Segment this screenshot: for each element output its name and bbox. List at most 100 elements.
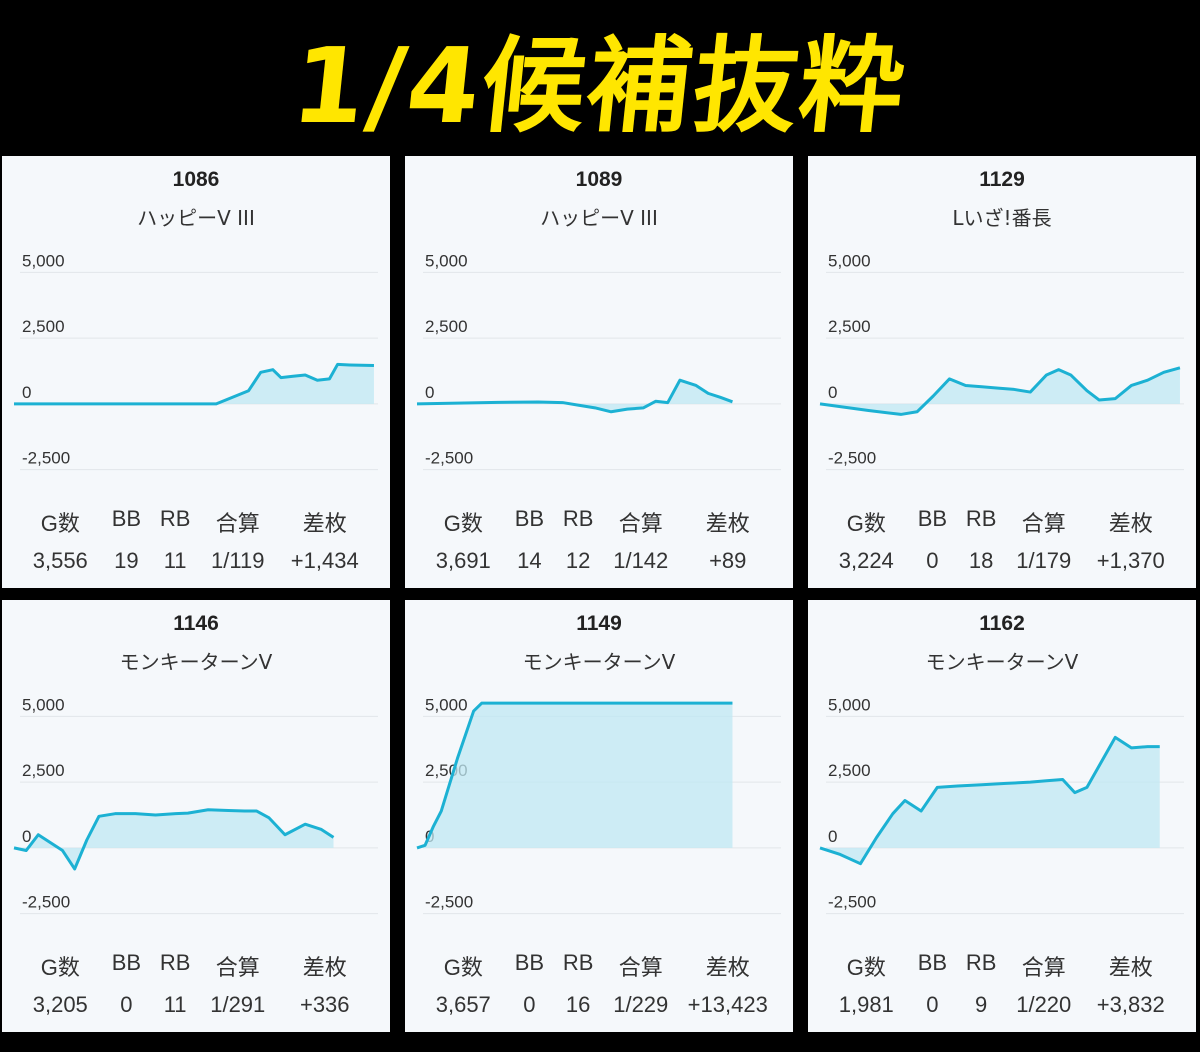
series-line (14, 362, 374, 406)
stats-header: RB (562, 950, 594, 975)
stats-header: BB (111, 506, 142, 531)
y-tick-label: 2,500 (22, 317, 65, 336)
machine-number: 1149 (576, 612, 622, 635)
y-tick-label: 0 (425, 383, 434, 402)
machine-number: 1086 (172, 168, 220, 191)
stats-header: BB (111, 950, 142, 975)
stats-header-row: G数 BB RB 合算 差枚 (828, 506, 1176, 538)
machine-name: モンキーターンV (119, 650, 273, 674)
stats-header: 合算 (215, 511, 260, 536)
stats-header: G数 (846, 511, 886, 536)
stats-value: 16 (565, 992, 591, 1017)
stats-header-row: G数 BB RB 合算 差枚 (425, 506, 773, 538)
stats-value: 11 (163, 992, 187, 1017)
series-area (820, 367, 1180, 415)
stats-header: 合算 (1021, 955, 1066, 980)
stats-value: 0 (120, 992, 133, 1017)
stats-value: 18 (968, 548, 994, 573)
y-tick-label: 0 (22, 827, 31, 846)
stats-value: 1/220 (1016, 992, 1072, 1017)
stats-value: +1,370 (1096, 548, 1165, 573)
stats-value: 12 (565, 548, 591, 573)
stats-header: RB (159, 506, 191, 531)
stats-header: 差枚 (1108, 955, 1153, 980)
y-tick-label: 5,000 (22, 695, 65, 714)
stats-header: BB (917, 950, 948, 975)
stats-header: 差枚 (302, 955, 347, 980)
stats-header: BB (514, 950, 545, 975)
machine-card: 1146 モンキーターンV 5,000 2,500 0 -2,500 G数 BB RB 合算 差枚 3… (2, 600, 390, 1032)
stats-value: 9 (974, 992, 988, 1017)
machine-name: モンキーターンV (522, 650, 676, 674)
stats-value-row: 3,657 0 16 1/229 +13,423 (425, 992, 773, 1018)
banner: 1/4候補抜粋 (0, 0, 1200, 152)
stats-table: G数 BB RB 合算 差枚 3,205 0 11 1/291 +336 (22, 950, 370, 1018)
series-area (14, 809, 334, 869)
machine-card: 1086 ハッピーV III 5,000 2,500 0 -2,500 G数 BB RB 合算 差枚… (2, 156, 390, 588)
stats-value: 14 (517, 548, 542, 573)
stats-value: +1,434 (290, 548, 359, 573)
stats-header-row: G数 BB RB 合算 差枚 (22, 950, 370, 982)
stats-value: +336 (299, 992, 350, 1017)
y-tick-label: 0 (22, 383, 31, 402)
stats-value: 1/291 (210, 992, 266, 1017)
stats-value-row: 3,205 0 11 1/291 +336 (22, 992, 370, 1018)
stats-value: 3,657 (435, 992, 491, 1017)
series-line (819, 366, 1181, 416)
y-tick-label: -2,500 (425, 893, 473, 912)
series-area (820, 737, 1160, 864)
stats-table: G数 BB RB 合算 差枚 3,691 14 12 1/142 +89 (425, 506, 773, 574)
stats-value: 1/119 (211, 548, 265, 573)
stats-header: 差枚 (302, 511, 347, 536)
stats-value: 0 (926, 992, 939, 1017)
stats-value: 0 (523, 992, 536, 1017)
y-tick-label: 5,000 (22, 251, 65, 270)
machine-number: 1162 (979, 612, 1025, 635)
stats-value: 1/142 (613, 548, 669, 573)
stats-header: 差枚 (705, 511, 750, 536)
machine-card: 1162 モンキーターンV 5,000 2,500 0 -2,500 G数 BB RB 合算 差枚 1… (808, 600, 1196, 1032)
series-line (819, 735, 1160, 866)
stats-header: G数 (40, 511, 80, 536)
banner-title: 1/4候補抜粋 (286, 24, 912, 147)
stats-value: 3,556 (32, 548, 88, 573)
stats-table: G数 BB RB 合算 差枚 3,657 0 16 1/229 +13,423 (425, 950, 773, 1018)
stats-header: G数 (846, 955, 886, 980)
stats-value-row: 3,556 19 11 1/119 +1,434 (22, 548, 370, 574)
stats-header: 合算 (618, 955, 663, 980)
y-tick-label: -2,500 (425, 449, 473, 468)
stats-value: 1/229 (613, 992, 669, 1017)
machine-card: 1089 ハッピーV III 5,000 2,500 0 -2,500 G数 BB RB 合算 差枚… (405, 156, 793, 588)
stats-header: RB (965, 506, 997, 531)
y-tick-label: 5,000 (828, 695, 871, 714)
stats-header: RB (159, 950, 191, 975)
machine-name: Lいざ!番長 (952, 206, 1052, 230)
y-tick-label: 2,500 (828, 761, 871, 780)
stats-value: 1/179 (1016, 548, 1072, 573)
y-tick-label: 5,000 (425, 251, 468, 270)
stats-header: 差枚 (1108, 511, 1153, 536)
y-tick-label: 2,500 (22, 761, 65, 780)
series-line (416, 701, 733, 850)
series-area (14, 364, 374, 404)
stats-header-row: G数 BB RB 合算 差枚 (425, 950, 773, 982)
stats-header: 差枚 (705, 955, 750, 980)
stats-value-row: 3,224 0 18 1/179 +1,370 (828, 548, 1176, 574)
stats-header: BB (917, 506, 948, 531)
machine-name: ハッピーV III (540, 206, 658, 230)
stats-value-row: 1,981 0 9 1/220 +3,832 (828, 992, 1176, 1018)
y-tick-label: 2,500 (828, 317, 871, 336)
stats-value: 19 (114, 548, 139, 573)
stats-value: 11 (163, 548, 187, 573)
machine-number: 1129 (979, 168, 1025, 191)
stats-header-row: G数 BB RB 合算 差枚 (828, 950, 1176, 982)
stats-value: 3,224 (838, 548, 894, 573)
stats-value: 3,691 (435, 548, 491, 573)
machine-number: 1146 (173, 612, 219, 635)
y-tick-label: -2,500 (22, 449, 70, 468)
